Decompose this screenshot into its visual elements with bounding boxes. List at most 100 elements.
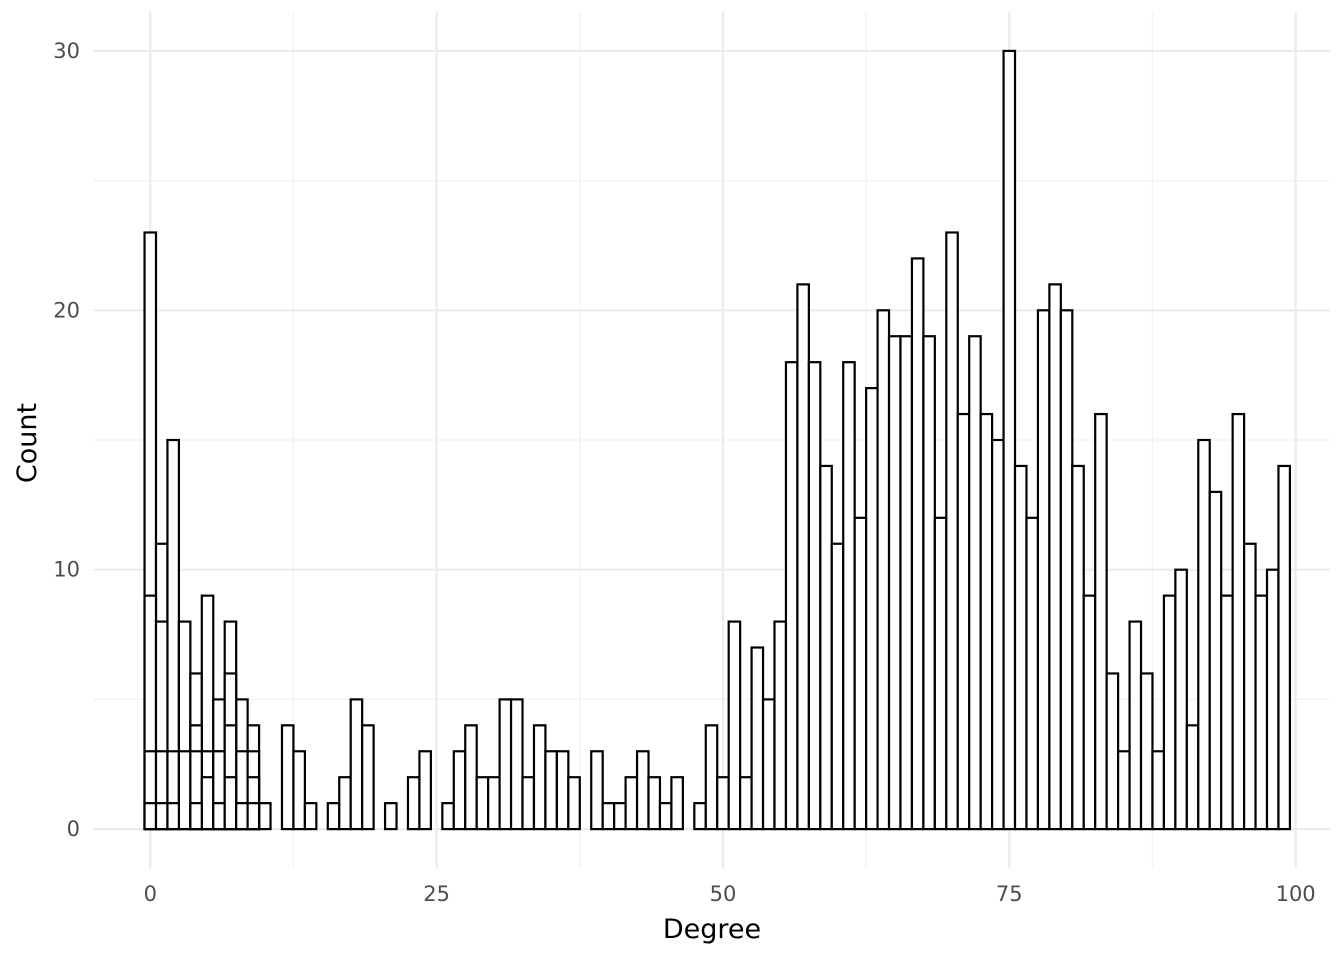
histogram-bar: [464, 724, 478, 831]
histogram-bar: [853, 516, 868, 831]
histogram-bar: [166, 802, 181, 831]
histogram-bar: [991, 438, 1005, 831]
histogram-bar: [235, 802, 249, 831]
histogram-bar: [532, 724, 547, 831]
histogram-bar: [338, 776, 352, 831]
histogram-bar: [1220, 594, 1234, 831]
histogram-bar: [223, 776, 238, 831]
histogram-bar: [1254, 594, 1269, 831]
histogram-bar: [647, 776, 662, 831]
histogram-bar: [143, 802, 158, 831]
y-axis-title: Count: [12, 403, 43, 483]
histogram-bar: [1128, 620, 1143, 831]
histogram-bar: [1162, 594, 1177, 831]
histogram-bar: [154, 802, 169, 831]
histogram-bar: [189, 802, 203, 831]
histogram-bar: [727, 620, 742, 831]
histogram-bar: [246, 802, 261, 831]
histogram-bar: [1082, 594, 1097, 831]
histogram-bar: [1071, 464, 1085, 831]
histogram-bar: [910, 257, 925, 831]
histogram-bar: [498, 698, 513, 831]
histogram-bar: [1139, 672, 1154, 831]
histogram-bar: [624, 776, 639, 831]
histogram-bar: [212, 802, 226, 831]
y-tick-label: 0: [67, 817, 80, 841]
histogram-bar: [979, 412, 994, 831]
histogram-bar: [441, 802, 455, 831]
histogram-bar: [292, 750, 306, 831]
histogram-bar: [567, 776, 581, 831]
histogram-bar: [1242, 542, 1257, 831]
histogram-bar: [280, 724, 295, 831]
histogram-bar: [1025, 516, 1040, 831]
histogram-bar: [1151, 750, 1166, 831]
histogram-bar: [544, 750, 558, 831]
histogram-bar: [1059, 309, 1074, 831]
histogram-bar: [945, 231, 959, 831]
histogram-bar: [876, 309, 891, 831]
histogram-bar: [303, 802, 318, 831]
y-axis-ticks: 0 10 20 30: [53, 39, 80, 841]
histogram-bar: [257, 802, 272, 831]
histogram-bar: [509, 698, 524, 831]
histogram-bar: [887, 335, 902, 831]
histogram-bar: [521, 776, 536, 831]
histogram-bar: [658, 802, 673, 831]
y-tick-label: 20: [53, 298, 80, 322]
histogram-bar: [361, 724, 375, 831]
histogram-bar: [968, 335, 982, 831]
histogram-bar: [1208, 490, 1223, 831]
x-tick-label: 25: [423, 882, 450, 906]
histogram-bar: [406, 776, 421, 831]
x-tick-label: 100: [1276, 882, 1316, 906]
histogram-bar: [761, 698, 776, 831]
histogram-bar: [1013, 464, 1028, 831]
histogram-bar: [693, 802, 707, 831]
histogram-bar: [865, 387, 879, 831]
histogram-bar: [933, 516, 948, 831]
histogram-bar: [784, 361, 799, 831]
histogram-bar: [487, 776, 501, 831]
x-tick-label: 50: [710, 882, 737, 906]
histogram-bar: [1185, 724, 1200, 831]
x-tick-label: 0: [144, 882, 157, 906]
histogram-bar: [842, 361, 856, 831]
histogram-bar: [590, 750, 604, 831]
histogram-bar: [819, 464, 833, 831]
histogram-bar: [1048, 283, 1062, 831]
y-tick-label: 10: [53, 558, 80, 582]
histogram-bar: [177, 750, 192, 831]
histogram-bar: [956, 412, 971, 831]
histogram-bar: [1174, 568, 1188, 831]
histogram-bar: [475, 776, 490, 831]
bar-layer: [143, 49, 1292, 831]
y-tick-label: 30: [53, 39, 80, 63]
histogram-bar: [1197, 438, 1211, 831]
x-axis-title: Degree: [663, 914, 761, 945]
histogram-bar: [704, 724, 719, 831]
histogram-bar: [349, 698, 364, 831]
histogram-bar: [1231, 412, 1246, 831]
histogram-bar: [922, 335, 936, 831]
histogram-bar: [555, 750, 570, 831]
histogram-bar: [418, 750, 432, 831]
histogram-bar: [716, 776, 730, 831]
histogram-bar: [1105, 672, 1120, 831]
histogram-bar: [1265, 568, 1280, 831]
histogram-bar: [670, 776, 684, 831]
histogram-bar: [1002, 49, 1017, 831]
histogram-bar: [200, 776, 215, 831]
grid-layer: [93, 12, 1330, 868]
histogram-bar: [452, 750, 467, 831]
x-axis-ticks: 0 25 50 75 100: [144, 882, 1316, 906]
histogram-bar: [1277, 464, 1292, 831]
x-tick-label: 75: [996, 882, 1023, 906]
histogram-bar: [796, 283, 810, 831]
histogram-bar: [1117, 750, 1131, 831]
histogram-bar: [1036, 309, 1051, 831]
histogram-bar: [613, 802, 627, 831]
histogram-bar: [1094, 412, 1108, 831]
